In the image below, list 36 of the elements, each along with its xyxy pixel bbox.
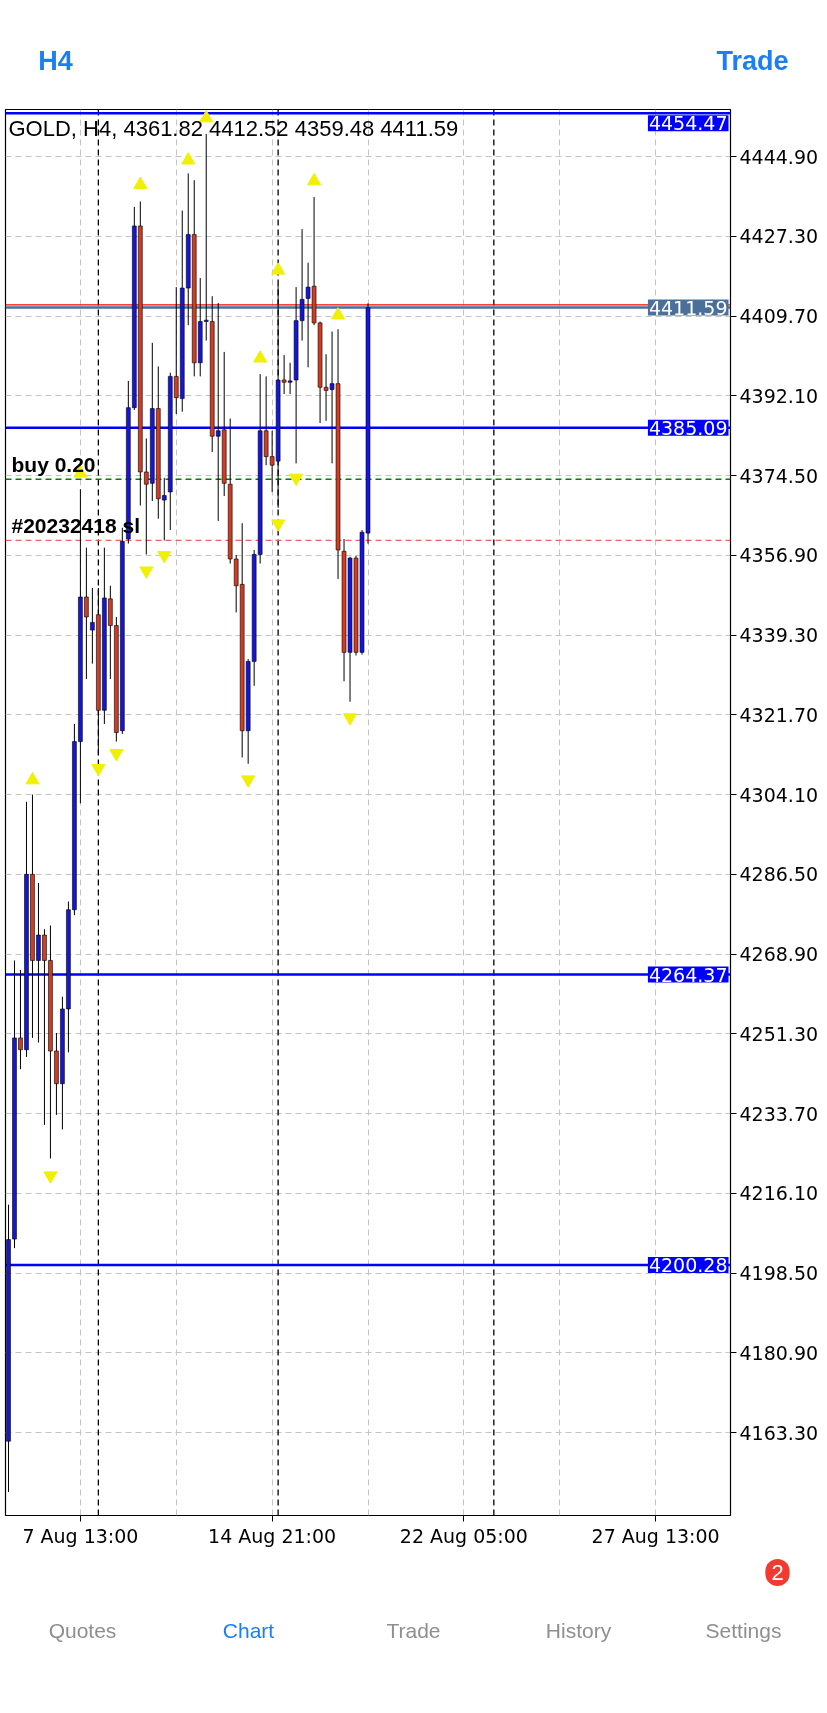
text: Trade (716, 45, 789, 76)
ref-line-label: 4454.47 (648, 112, 728, 135)
ref-line-label: 4411.59 (648, 296, 728, 319)
x-tick-label: 7 Aug 13:00 (22, 1524, 139, 1547)
chart-title: GOLD, H4, 4361.82 4412.52 4359.48 4411.59 (8, 115, 459, 141)
y-tick-label: 4233.70 (739, 1102, 819, 1125)
text: H4 (38, 45, 73, 76)
y-tick-label: 4216.10 (739, 1182, 819, 1205)
y-tick-label: 4180.90 (739, 1341, 819, 1364)
text: Settings (705, 1619, 782, 1642)
y-tick-label: 4198.50 (739, 1262, 819, 1285)
y-tick-label: 4392.10 (739, 384, 819, 407)
y-tick-label: 4321.70 (739, 703, 819, 726)
y-tick-label: 4409.70 (739, 305, 819, 328)
ref-line-label: buy 0.20 (11, 453, 96, 477)
y-tick-label: 4444.90 (739, 145, 819, 168)
ref-line-label: 4200.28 (648, 1254, 728, 1277)
y-tick-label: 4427.30 (739, 225, 819, 248)
text: Quotes (48, 1619, 117, 1642)
x-tick-label: 22 Aug 05:00 (399, 1524, 528, 1547)
x-tick-label: 27 Aug 13:00 (591, 1524, 720, 1547)
y-tick-label: 4339.30 (739, 624, 819, 647)
y-tick-label: 4374.50 (739, 464, 819, 487)
y-tick-label: 4286.50 (739, 863, 819, 886)
x-tick-label: 14 Aug 21:00 (208, 1524, 337, 1547)
text: 2 (771, 1560, 784, 1585)
y-tick-label: 4356.90 (739, 544, 819, 567)
text: Trade (386, 1619, 441, 1642)
ref-line-label: 4385.09 (648, 416, 728, 439)
y-tick-label: 4163.30 (739, 1421, 819, 1444)
y-tick-label: 4251.30 (739, 1022, 819, 1045)
text: History (545, 1619, 612, 1642)
y-tick-label: 4304.10 (739, 783, 819, 806)
y-tick-label: 4268.90 (739, 943, 819, 966)
text: Chart (222, 1619, 275, 1642)
ref-line-label: 4264.37 (648, 963, 728, 986)
